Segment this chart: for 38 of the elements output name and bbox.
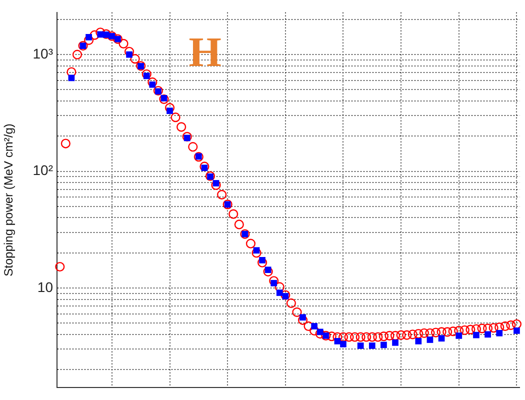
annotation: H <box>188 30 222 76</box>
point <box>212 180 220 186</box>
point <box>456 332 462 339</box>
point <box>368 342 376 349</box>
point <box>264 266 272 274</box>
point <box>270 280 278 286</box>
point <box>276 290 283 296</box>
point <box>357 342 364 349</box>
point <box>253 247 260 254</box>
point <box>415 338 422 344</box>
point <box>86 34 92 40</box>
point <box>340 340 346 348</box>
y-tick-label: 10³ <box>32 45 54 62</box>
point <box>97 31 104 38</box>
y-tick-label: 10² <box>32 162 54 178</box>
point <box>160 95 168 102</box>
point <box>311 323 318 330</box>
point <box>484 331 491 338</box>
point <box>392 339 398 346</box>
point <box>514 328 520 334</box>
point <box>316 328 324 336</box>
point <box>184 134 190 142</box>
point <box>201 164 208 172</box>
point <box>438 335 445 342</box>
point <box>143 72 150 80</box>
point <box>166 108 173 114</box>
point <box>155 88 162 95</box>
point <box>149 81 156 88</box>
point <box>334 338 341 344</box>
y-tick-label: 10 <box>37 278 54 295</box>
y-axis-title: Stopping power (MeV cm²/g) <box>2 124 16 276</box>
point <box>496 330 503 336</box>
point <box>426 336 434 343</box>
point <box>473 332 480 338</box>
point <box>102 32 110 38</box>
point <box>380 342 387 348</box>
point <box>126 51 132 58</box>
point <box>282 293 289 300</box>
